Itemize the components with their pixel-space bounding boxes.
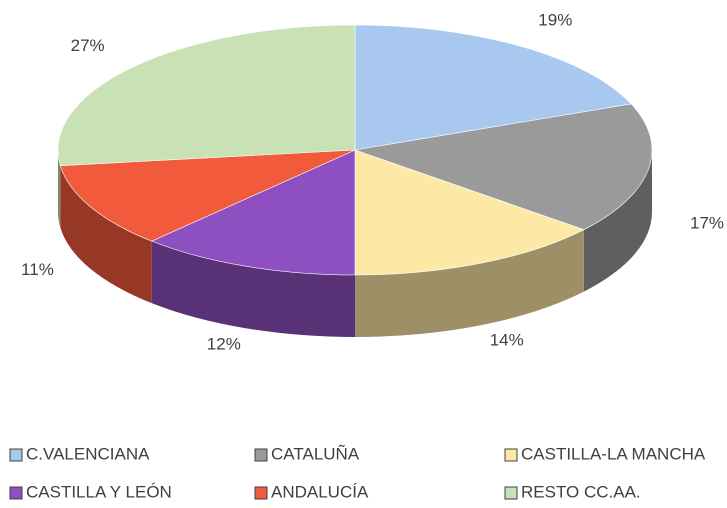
slice-side <box>355 229 584 337</box>
legend-label: C.VALENCIANA <box>26 444 150 463</box>
slice <box>354 103 653 231</box>
legend-label: CASTILLA Y LEÓN <box>26 482 172 501</box>
legend-swatch <box>254 448 268 462</box>
data-label: 14% <box>490 330 524 349</box>
slice <box>59 149 356 242</box>
data-label: 27% <box>71 36 105 55</box>
data-label: 11% <box>21 260 54 279</box>
legend-label: ANDALUCÍA <box>271 482 369 501</box>
legend-label: RESTO CC.AA. <box>521 482 641 501</box>
slice-side <box>58 150 61 228</box>
legend-label: CASTILLA-LA MANCHA <box>521 444 706 463</box>
legend-swatch <box>254 486 268 500</box>
slice-side <box>583 150 652 292</box>
legend-swatch <box>504 448 518 462</box>
data-label: 12% <box>207 334 241 353</box>
data-label: 17% <box>690 214 724 233</box>
legend-swatch <box>9 448 23 462</box>
legend-swatch <box>9 486 23 500</box>
legend-swatch <box>504 486 518 500</box>
data-label: 19% <box>538 10 572 29</box>
slice <box>354 149 585 276</box>
slice-side <box>151 241 355 337</box>
slice <box>57 24 356 166</box>
legend-label: CATALUÑA <box>271 444 360 463</box>
slice <box>354 24 632 151</box>
slice <box>150 149 356 276</box>
slice-side <box>60 165 152 304</box>
